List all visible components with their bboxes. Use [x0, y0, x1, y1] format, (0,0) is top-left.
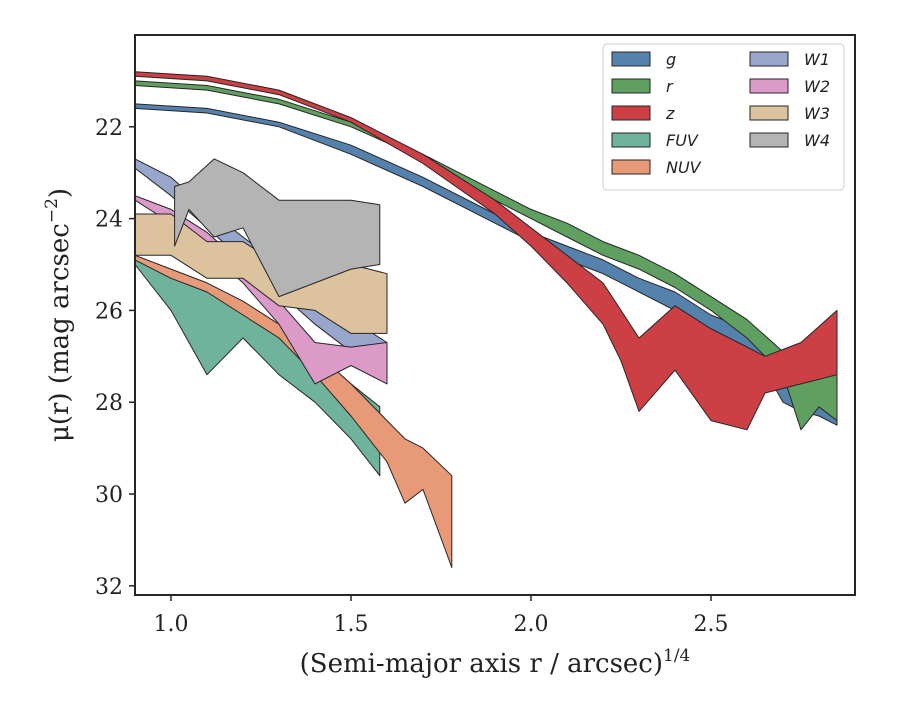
x-tick-label: 1.5 [334, 612, 369, 637]
legend-label-w2: W2 [804, 77, 830, 96]
y-tick-label: 32 [95, 575, 123, 600]
legend-swatch-fuv [611, 132, 651, 148]
legend-swatch-r [611, 78, 651, 94]
y-tick-label: 22 [95, 116, 123, 141]
y-tick-label: 28 [95, 391, 123, 416]
series-band-w3 [135, 213, 388, 334]
x-axis-label-text: (Semi-major axis r / arcsec) [300, 649, 663, 679]
legend-swatch-w3 [749, 105, 789, 121]
legend-swatch-nuv [611, 159, 651, 175]
legend-swatch-w4 [749, 132, 789, 148]
x-axis-label-exponent: 1/4 [663, 646, 690, 666]
y-tick-label: 24 [95, 208, 123, 233]
series-band-nuv [135, 254, 453, 568]
y-axis-label-text: μ(r) (mag arcsec [45, 223, 75, 442]
legend-swatch-z [611, 105, 651, 121]
y-axis-label: μ(r) (mag arcsec−2) [42, 188, 75, 442]
legend-label-w3: W3 [804, 104, 830, 123]
legend-swatch-g [611, 51, 651, 67]
y-tick-label: 30 [95, 483, 123, 508]
legend-label-z: z [665, 104, 675, 123]
plot-frame [134, 34, 856, 596]
legend-label-w4: W4 [804, 131, 830, 150]
legend-label-fuv: FUV [666, 131, 699, 150]
x-axis-label: (Semi-major axis r / arcsec)1/4 [300, 646, 691, 679]
y-axis-label-exponent: −2 [42, 198, 62, 223]
legend-label-nuv: NUV [666, 158, 702, 177]
x-axis: 1.0 1.5 2.0 2.5 [154, 595, 729, 637]
series-band-z [135, 71, 838, 431]
x-tick-label: 2.5 [694, 612, 729, 637]
legend: grz FUV NUV W1 W2 W3 W4 [602, 43, 845, 191]
y-tick-label: 26 [95, 299, 123, 324]
x-tick-label: 2.0 [514, 612, 549, 637]
y-axis: 22 24 26 28 30 32 [95, 116, 135, 600]
legend-label-r: r [666, 77, 674, 96]
series-layer [135, 71, 838, 568]
x-tick-label: 1.0 [154, 612, 189, 637]
legend-label-g: g [666, 50, 676, 69]
legend-swatch-w1 [749, 51, 789, 67]
y-axis-label-close: ) [45, 188, 75, 198]
legend-swatch-w2 [749, 78, 789, 94]
series-band-w4 [174, 158, 381, 298]
legend-label-w1: W1 [804, 50, 830, 69]
